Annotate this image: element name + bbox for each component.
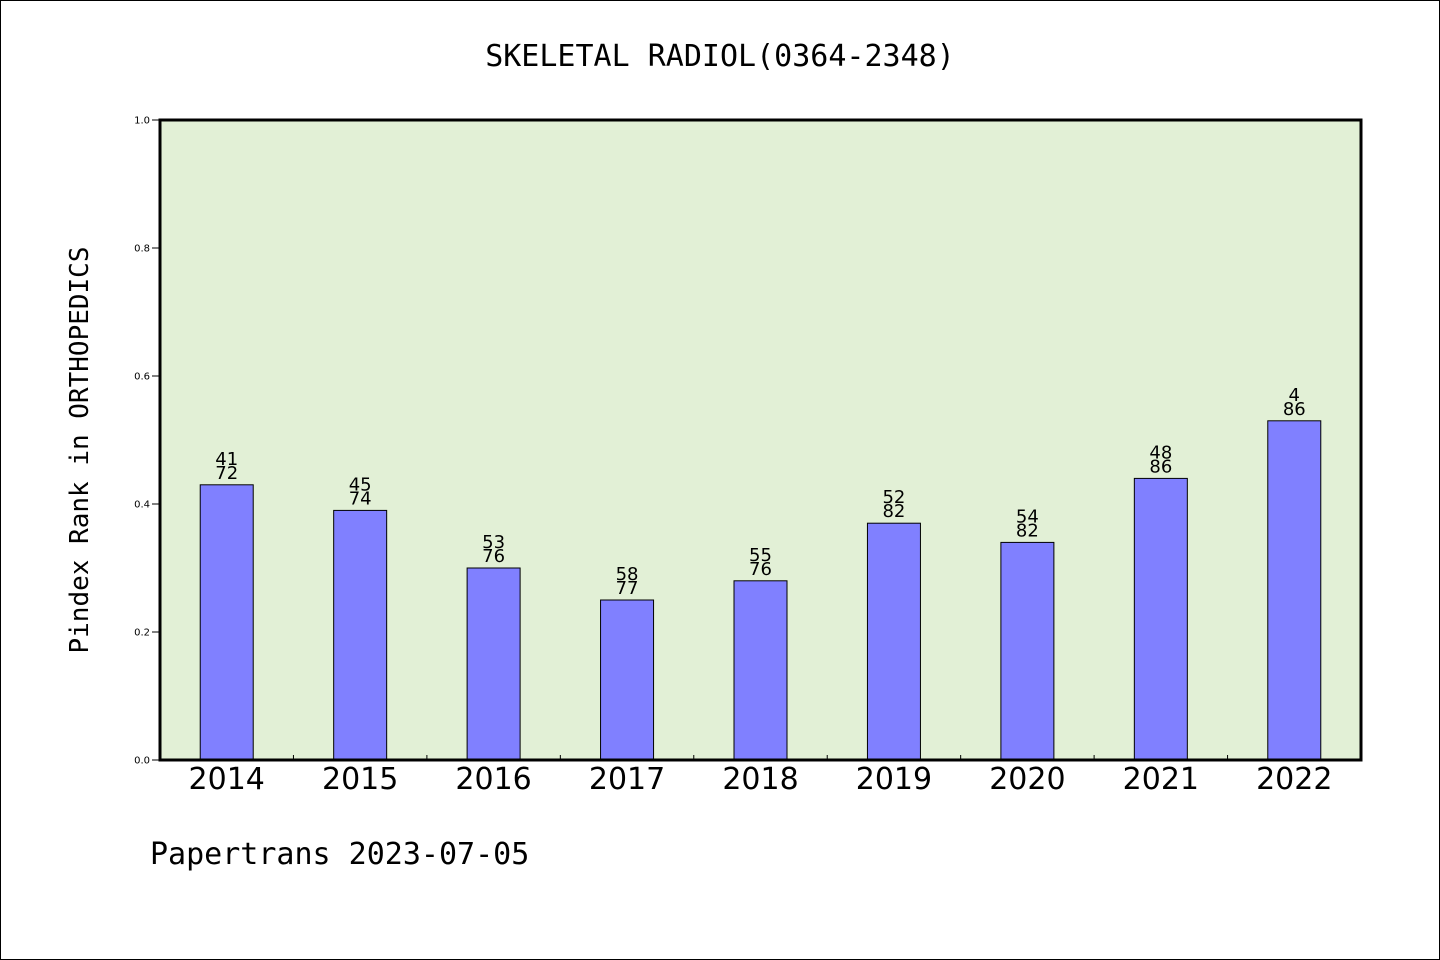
bar-2015 — [333, 509, 388, 761]
x-tick-label-2016: 2016 — [455, 762, 531, 797]
bar-label-bottom-2019: 82 — [882, 501, 905, 522]
footer-text: Papertrans 2023-07-05 — [150, 837, 529, 872]
ticks-layer: 0.0 0.2 0.4 0.6 0.8 1.0 2014 2015 2016 2017 2018 20… — [134, 116, 1332, 798]
x-tick-label-2019: 2019 — [856, 762, 932, 797]
bar-label-top-2014: 41 — [215, 449, 238, 470]
bar-2022 — [1267, 420, 1322, 761]
bar-label-bottom-2016: 76 — [482, 546, 505, 567]
x-tick-label-2022: 2022 — [1256, 762, 1332, 797]
y-axis-label: Pindex Rank in ORTHOPEDICS — [65, 247, 95, 654]
y-tick-label: 0.0 — [134, 756, 150, 767]
x-tick-label-2015: 2015 — [322, 762, 398, 797]
bar-2014 — [199, 484, 254, 761]
bar-label-top-2017: 58 — [616, 564, 639, 585]
bar-label-top-2022: 4 — [1289, 385, 1300, 406]
bar-label-bottom-2014: 72 — [215, 463, 238, 484]
plot-border — [158, 118, 1363, 762]
y-tick-label: 0.2 — [134, 628, 150, 639]
bar-2017 — [600, 599, 655, 761]
bar-label-top-2020: 54 — [1016, 506, 1039, 527]
y-tick-label: 0.4 — [134, 500, 150, 511]
bar-label-bottom-2018: 76 — [749, 559, 772, 580]
y-tick-label: 0.8 — [134, 244, 150, 255]
x-tick-label-2017: 2017 — [589, 762, 665, 797]
bar-label-bottom-2020: 82 — [1016, 520, 1039, 541]
x-tick-label-2014: 2014 — [189, 762, 265, 797]
bar-2018 — [733, 580, 788, 761]
x-tick-label-2021: 2021 — [1123, 762, 1199, 797]
bar-label-bottom-2015: 74 — [349, 488, 372, 509]
y-tick-label: 0.6 — [134, 372, 150, 383]
bar-2020 — [1000, 541, 1055, 761]
bar-2019 — [866, 522, 921, 761]
bar-label-top-2018: 55 — [749, 545, 772, 566]
y-tick-label: 1.0 — [134, 116, 150, 127]
bar-label-bottom-2021: 86 — [1149, 456, 1172, 477]
bar-label-top-2015: 45 — [349, 474, 372, 495]
x-tick-label-2020: 2020 — [989, 762, 1065, 797]
bar-2021 — [1133, 477, 1188, 761]
bar-label-top-2021: 48 — [1149, 442, 1172, 463]
x-tick-label-2018: 2018 — [722, 762, 798, 797]
chart-title: SKELETAL RADIOL(0364-2348) — [485, 39, 955, 74]
bar-label-top-2016: 53 — [482, 532, 505, 553]
bar-label-bottom-2017: 77 — [616, 578, 639, 599]
bar-label-bottom-2022: 86 — [1283, 399, 1306, 420]
bar-label-top-2019: 52 — [882, 487, 905, 508]
bar-2016 — [466, 567, 521, 761]
